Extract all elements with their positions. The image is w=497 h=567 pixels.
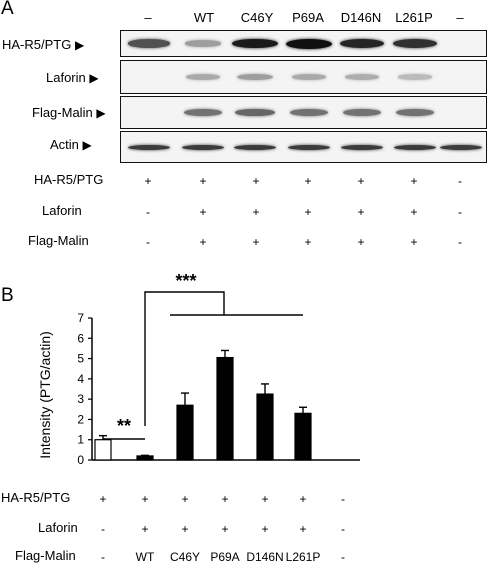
bar-WT (137, 456, 153, 460)
condition-sign: + (137, 492, 153, 506)
condition-sign: - (95, 522, 111, 536)
condition-sign: + (295, 492, 311, 506)
y-tick-label: 5 (77, 352, 84, 366)
bar-L261P (295, 413, 311, 460)
y-tick-label: 1 (77, 433, 84, 447)
condition-sign: + (177, 522, 193, 536)
y-axis-label: Intensity (PTG/actin) (37, 331, 53, 459)
condition-sign: WT (123, 550, 167, 564)
bar-P69A (217, 358, 233, 460)
condition-sign: - (335, 522, 351, 536)
y-tick-label: 7 (77, 311, 84, 325)
condition-sign: + (177, 492, 193, 506)
condition-sign: + (217, 492, 233, 506)
y-tick-label: 4 (77, 372, 84, 386)
condition-sign: + (257, 522, 273, 536)
condition-label: Flag-Malin (15, 548, 76, 563)
significance-label: ** (117, 416, 131, 436)
y-tick-label: 3 (77, 392, 84, 406)
condition-sign: C46Y (163, 550, 207, 564)
y-tick-label: 2 (77, 412, 84, 426)
y-tick-label: 6 (77, 331, 84, 345)
condition-sign: + (217, 522, 233, 536)
bar-D146N (257, 394, 273, 460)
bar-C46Y (177, 405, 193, 460)
condition-sign: + (257, 492, 273, 506)
condition-sign: + (137, 522, 153, 536)
condition-sign: + (95, 492, 111, 506)
condition-label: HA-R5/PTG (1, 490, 70, 505)
condition-sign: - (335, 550, 351, 564)
condition-sign: - (335, 492, 351, 506)
condition-sign: L261P (281, 550, 325, 564)
condition-sign: - (95, 550, 111, 564)
y-tick-label: 0 (77, 453, 84, 467)
bar-- (95, 440, 111, 460)
significance-label: *** (175, 271, 196, 291)
condition-label: Laforin (38, 520, 78, 535)
condition-sign: + (295, 522, 311, 536)
condition-sign: P69A (203, 550, 247, 564)
